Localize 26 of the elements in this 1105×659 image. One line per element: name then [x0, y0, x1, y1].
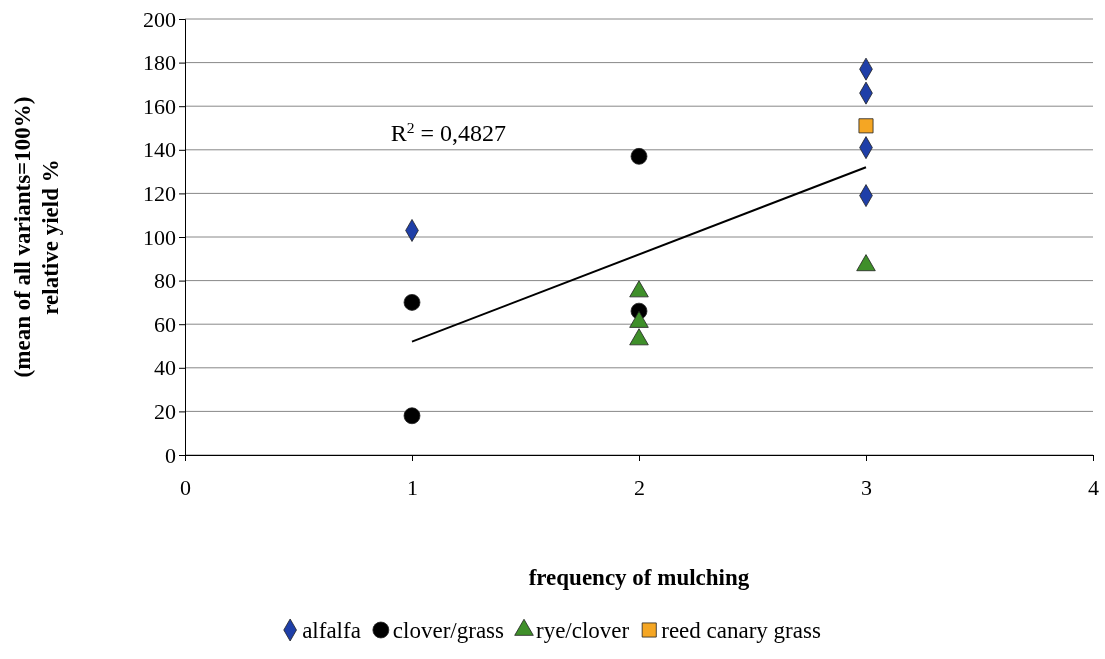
legend-label: rye/clover [536, 618, 630, 643]
point [858, 118, 874, 134]
y-tick-label: 20 [154, 398, 176, 424]
x-tick-label: 4 [1088, 474, 1099, 500]
x-axis-title: frequency of mulching [528, 565, 750, 590]
legend-label: reed canary grass [661, 618, 821, 643]
annotation: R$^{2}$ = 0,4827 [390, 118, 506, 147]
legend-label: alfalfa [302, 618, 361, 643]
y-tick-label: 100 [143, 224, 176, 250]
y-tick-label: 120 [143, 180, 176, 206]
y-tick-label: 180 [143, 50, 176, 76]
point [630, 147, 648, 165]
x-tick-label: 1 [407, 474, 418, 500]
y-tick-label: 140 [143, 137, 176, 163]
y-tick-label: 40 [154, 355, 176, 381]
point [403, 294, 421, 311]
y-tick-label: 60 [154, 311, 176, 337]
y-tick-label: 200 [143, 6, 176, 32]
x-tick-label: 3 [861, 474, 872, 500]
y-tick-label: 0 [165, 442, 176, 468]
point [403, 407, 421, 425]
legend-label: clover/grass [392, 618, 505, 643]
y-axis-title: (mean of all variants=100%) relative yield % [10, 96, 63, 378]
x-tick-label: 2 [634, 474, 645, 500]
y-tick-label: 80 [154, 268, 176, 294]
y-tick-label: 160 [143, 93, 176, 119]
